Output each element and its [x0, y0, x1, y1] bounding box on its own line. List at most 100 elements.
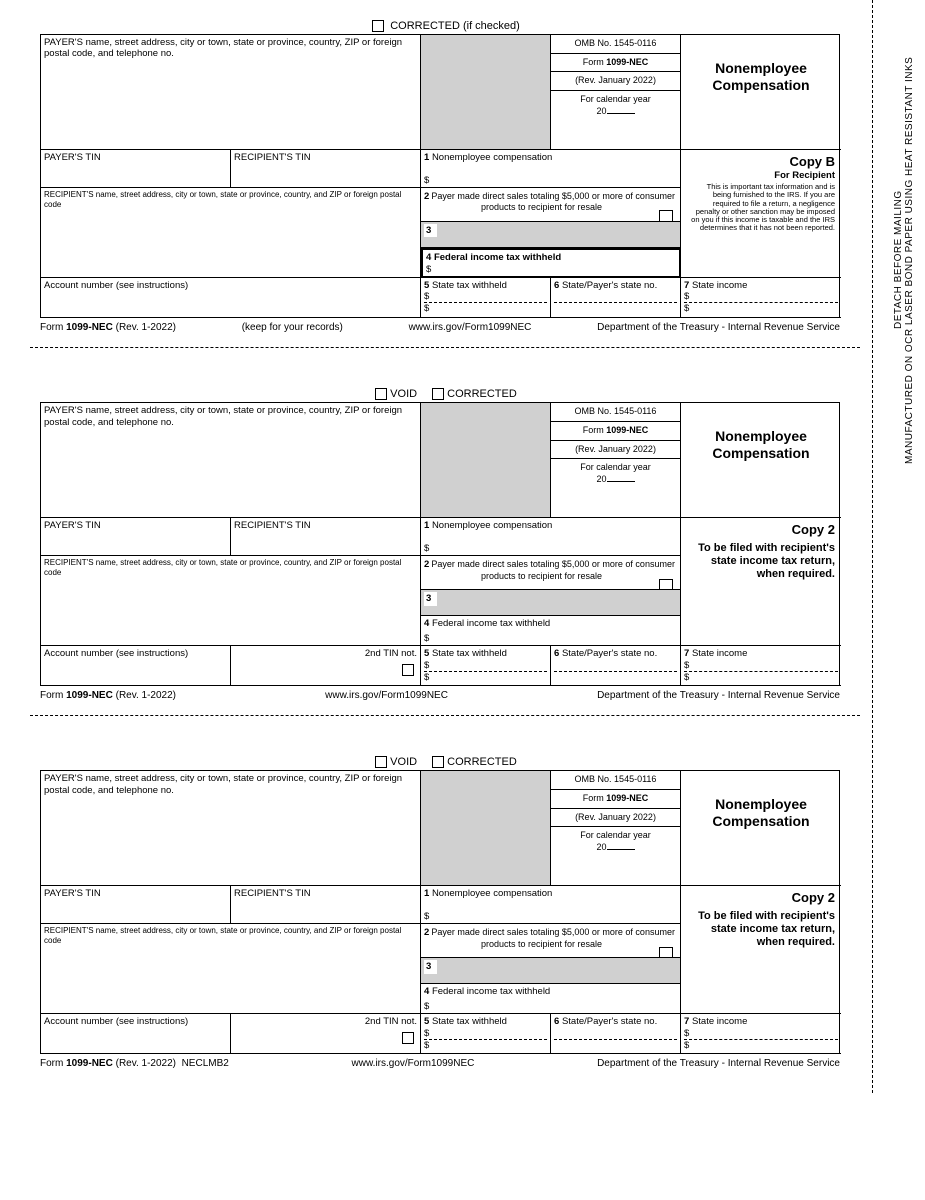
- box2-checkbox[interactable]: [659, 947, 673, 959]
- box2-checkbox[interactable]: [659, 579, 673, 591]
- dollar-sign: $: [424, 291, 429, 302]
- account-number-box[interactable]: Account number (see instructions): [41, 278, 421, 318]
- second-tin-checkbox[interactable]: [402, 664, 414, 676]
- void-checkbox[interactable]: [375, 388, 387, 400]
- irs-url: www.irs.gov/Form1099NEC: [409, 322, 532, 333]
- box-1[interactable]: 1 Nonemployee compensation$: [421, 518, 681, 556]
- recipient-info-box[interactable]: RECIPIENT'S name, street address, city o…: [41, 556, 421, 646]
- payer-info-box[interactable]: PAYER'S name, street address, city or to…: [41, 403, 421, 518]
- box-4[interactable]: 4 Federal income tax withheld$: [421, 616, 681, 646]
- recipient-tin-box[interactable]: RECIPIENT'S TIN: [231, 150, 421, 188]
- recipient-info-box[interactable]: RECIPIENT'S name, street address, city o…: [41, 188, 421, 278]
- side-instructions: DETACH BEFORE MAILING MANUFACTURED ON OC…: [893, 30, 915, 490]
- dollar-sign: $: [424, 633, 429, 644]
- second-tin-box[interactable]: 2nd TIN not.: [231, 1014, 421, 1054]
- box5-label: State tax withheld: [432, 648, 507, 659]
- box-6[interactable]: 6 State/Payer's state no.: [551, 1014, 681, 1054]
- box-2[interactable]: 2 Payer made direct sales totaling $5,00…: [421, 924, 681, 958]
- box-6[interactable]: 6 State/Payer's state no.: [551, 278, 681, 318]
- copy-b-heading: Copy B: [687, 154, 835, 170]
- form-copy-2b: VOID CORRECTED PAYER'S name, street addr…: [40, 756, 840, 1054]
- copy-b-panel: Copy B For Recipient This is important t…: [681, 150, 841, 278]
- recipient-tin-box[interactable]: RECIPIENT'S TIN: [231, 886, 421, 924]
- void-label: VOID: [390, 388, 417, 400]
- void-checkbox[interactable]: [375, 756, 387, 768]
- box-5[interactable]: 5 State tax withheld$$: [421, 646, 551, 686]
- box-2[interactable]: 2 Payer made direct sales totaling $5,00…: [421, 556, 681, 590]
- box1-label: Nonemployee compensation: [432, 888, 552, 899]
- copy-2-heading: Copy 2: [687, 522, 835, 538]
- second-tin-checkbox[interactable]: [402, 1032, 414, 1044]
- copy-2-notice: To be filed with recipient's state incom…: [687, 910, 835, 950]
- account-label: Account number (see instructions): [44, 648, 188, 659]
- form-title: Nonemployee Compensation: [681, 403, 841, 518]
- box-1[interactable]: 1 Nonemployee compensation$: [421, 150, 681, 188]
- calendar-year: For calendar year20: [551, 91, 680, 120]
- corrected-checkbox[interactable]: [372, 20, 384, 32]
- form-footer-label: Form 1099-NEC (Rev. 1-2022): [40, 322, 176, 333]
- box-4[interactable]: 4 Federal income tax withheld$: [421, 984, 681, 1014]
- second-tin-box[interactable]: 2nd TIN not.: [231, 646, 421, 686]
- corrected-checkbox[interactable]: [432, 388, 444, 400]
- payer-info-box[interactable]: PAYER'S name, street address, city or to…: [41, 771, 421, 886]
- dollar-sign: $: [684, 660, 689, 671]
- second-tin-label: 2nd TIN not.: [365, 648, 417, 659]
- box1-label: Nonemployee compensation: [432, 520, 552, 531]
- form-number-row: Form 1099-NEC: [551, 790, 680, 809]
- dept-treasury: Department of the Treasury - Internal Re…: [597, 322, 840, 333]
- recipient-info-label: RECIPIENT'S name, street address, city o…: [44, 190, 401, 209]
- dollar-sign: $: [684, 1040, 689, 1051]
- corrected-row: CORRECTED (if checked): [40, 20, 840, 32]
- recipient-tin-box[interactable]: RECIPIENT'S TIN: [231, 518, 421, 556]
- corrected-checkbox[interactable]: [432, 756, 444, 768]
- box6-label: State/Payer's state no.: [562, 280, 657, 291]
- form-id-box: OMB No. 1545-0116 Form 1099-NEC (Rev. Ja…: [551, 771, 681, 886]
- box-3: 3: [421, 222, 681, 248]
- form-number-row: Form 1099-NEC: [551, 54, 680, 73]
- box-5[interactable]: 5 State tax withheld$$: [421, 278, 551, 318]
- form-id-box: OMB No. 1545-0116 Form 1099-NEC (Rev. Ja…: [551, 403, 681, 518]
- copy-2-heading: Copy 2: [687, 890, 835, 906]
- box4-label: Federal income tax withheld: [432, 618, 550, 629]
- box2-checkbox[interactable]: [659, 210, 673, 222]
- dollar-sign: $: [426, 264, 431, 275]
- account-number-box[interactable]: Account number (see instructions): [41, 646, 231, 686]
- recipient-tin-label: RECIPIENT'S TIN: [234, 152, 311, 163]
- box2-label: Payer made direct sales totaling $5,000 …: [431, 927, 675, 948]
- neclmb2-code: NECLMB2: [182, 1058, 229, 1069]
- payer-tin-box[interactable]: PAYER'S TIN: [41, 518, 231, 556]
- form-footer-label: Form 1099-NEC (Rev. 1-2022) NECLMB2: [40, 1058, 229, 1069]
- payer-tin-box[interactable]: PAYER'S TIN: [41, 886, 231, 924]
- box3-label: 3: [426, 961, 431, 972]
- account-number-box[interactable]: Account number (see instructions): [41, 1014, 231, 1054]
- box4-label: Federal income tax withheld: [434, 252, 561, 263]
- box-7[interactable]: 7 State income$$: [681, 278, 841, 318]
- box-6[interactable]: 6 State/Payer's state no.: [551, 646, 681, 686]
- footer-3: Form 1099-NEC (Rev. 1-2022) NECLMB2 www.…: [40, 1054, 840, 1073]
- box6-label: State/Payer's state no.: [562, 648, 657, 659]
- form-footer-label: Form 1099-NEC (Rev. 1-2022): [40, 690, 176, 701]
- box1-label: Nonemployee compensation: [432, 152, 552, 163]
- box-3: 3: [421, 958, 681, 984]
- form-copy-b: CORRECTED (if checked) PAYER'S name, str…: [40, 20, 840, 318]
- payer-info-box[interactable]: PAYER'S name, street address, city or to…: [41, 35, 421, 150]
- form-title: Nonemployee Compensation: [681, 35, 841, 150]
- box-1[interactable]: 1 Nonemployee compensation$: [421, 886, 681, 924]
- shaded-box: [421, 771, 551, 886]
- box-7[interactable]: 7 State income$$: [681, 1014, 841, 1054]
- corrected-label: CORRECTED (if checked): [390, 20, 520, 32]
- recipient-info-label: RECIPIENT'S name, street address, city o…: [44, 926, 401, 945]
- payer-tin-label: PAYER'S TIN: [44, 520, 101, 531]
- box5-label: State tax withheld: [432, 280, 507, 291]
- box-7[interactable]: 7 State income$$: [681, 646, 841, 686]
- dollar-sign: $: [684, 672, 689, 683]
- side-text-detach: DETACH BEFORE MAILING: [893, 191, 904, 330]
- calendar-year: For calendar year20: [551, 459, 680, 488]
- keep-records: (keep for your records): [242, 322, 343, 333]
- box-5[interactable]: 5 State tax withheld$$: [421, 1014, 551, 1054]
- box-4[interactable]: 4 Federal income tax withheld$: [421, 248, 681, 278]
- recipient-info-label: RECIPIENT'S name, street address, city o…: [44, 558, 401, 577]
- recipient-info-box[interactable]: RECIPIENT'S name, street address, city o…: [41, 924, 421, 1014]
- payer-tin-box[interactable]: PAYER'S TIN: [41, 150, 231, 188]
- box-2[interactable]: 2 Payer made direct sales totaling $5,00…: [421, 188, 681, 222]
